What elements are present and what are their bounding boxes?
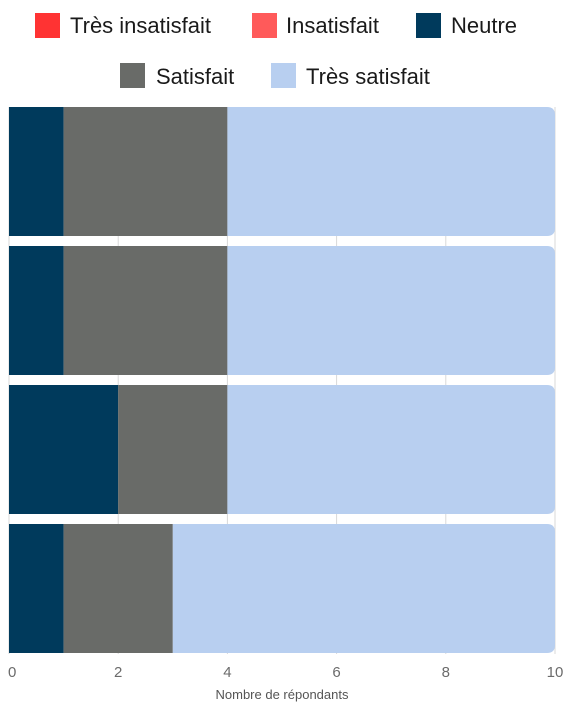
x-tick-label: 6 xyxy=(332,664,340,681)
x-tick-label: 4 xyxy=(223,664,231,681)
bar-segment xyxy=(227,385,555,514)
plot-area xyxy=(9,107,556,653)
legend-swatch xyxy=(120,63,145,88)
legend-item: Neutre xyxy=(416,13,517,38)
legend-label: Neutre xyxy=(451,13,517,38)
bar-segment xyxy=(227,107,555,236)
bar-row xyxy=(9,385,555,514)
legend-swatch xyxy=(416,13,441,38)
legend-swatch xyxy=(35,13,60,38)
legend-swatch xyxy=(271,63,296,88)
bar-segment xyxy=(63,246,228,375)
legend-label: Très satisfait xyxy=(306,64,430,89)
bar-segment xyxy=(63,524,173,653)
x-axis-title: Nombre de répondants xyxy=(216,687,349,702)
bar-segment xyxy=(9,246,64,375)
legend-label: Très insatisfait xyxy=(70,13,211,38)
x-tick-label: 0 xyxy=(8,664,16,681)
legend-label: Satisfait xyxy=(156,64,234,89)
bar-segment xyxy=(9,385,119,514)
bar-row xyxy=(9,524,556,653)
legend: Très insatisfait Insatisfait Neutre Satisfa… xyxy=(35,13,517,89)
legend-label: Insatisfait xyxy=(286,13,379,38)
bar-segment xyxy=(227,246,555,375)
legend-item: Satisfait xyxy=(120,63,234,89)
legend-item: Très satisfait xyxy=(271,63,430,89)
bar-segment xyxy=(63,107,228,236)
bar-row xyxy=(9,107,555,236)
bar-row xyxy=(9,246,555,375)
legend-item: Insatisfait xyxy=(252,13,379,38)
bar-segment xyxy=(9,107,64,236)
x-tick-label: 8 xyxy=(442,664,450,681)
legend-item: Très insatisfait xyxy=(35,13,211,38)
legend-swatch xyxy=(252,13,277,38)
bar-segment xyxy=(118,385,228,514)
x-tick-label: 2 xyxy=(114,664,122,681)
x-axis: 0 2 4 6 8 10 xyxy=(8,664,563,681)
bar-segment xyxy=(9,524,64,653)
bar-segment xyxy=(172,524,556,653)
x-tick-label: 10 xyxy=(547,664,564,681)
